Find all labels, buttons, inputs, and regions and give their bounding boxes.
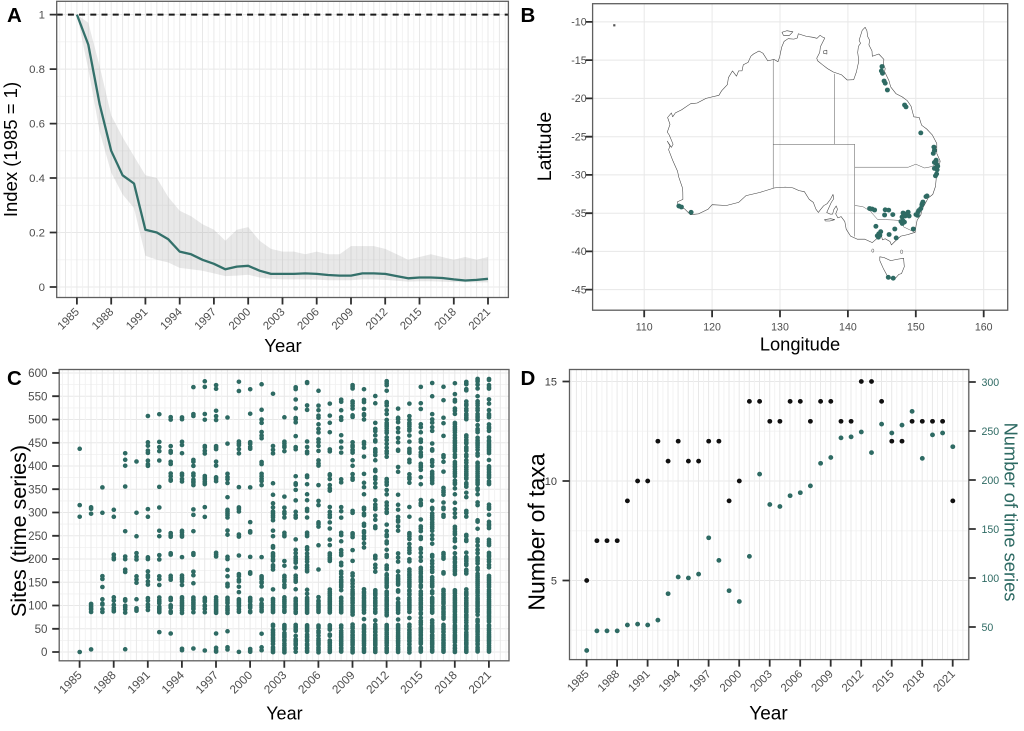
svg-text:110: 110 [636,322,653,334]
svg-text:0: 0 [41,646,47,659]
svg-text:50: 50 [982,622,994,634]
svg-text:-20: -20 [571,93,586,105]
svg-text:Longitude: Longitude [760,334,840,355]
svg-text:150: 150 [982,524,1000,536]
svg-text:150: 150 [907,322,925,334]
svg-text:B: B [521,4,536,27]
svg-text:5: 5 [551,576,557,588]
svg-text:250: 250 [28,530,47,543]
svg-text:Year: Year [749,704,788,725]
svg-text:-45: -45 [571,284,586,296]
svg-text:0.6: 0.6 [29,119,45,131]
svg-text:200: 200 [28,553,47,566]
svg-text:Sites (time series): Sites (time series) [7,445,31,617]
svg-text:300: 300 [982,377,1000,389]
svg-text:0.2: 0.2 [29,228,45,240]
svg-text:350: 350 [28,483,47,496]
svg-text:150: 150 [28,576,47,589]
svg-text:100: 100 [982,573,1000,585]
svg-text:-30: -30 [571,170,586,182]
svg-text:Number of taxa: Number of taxa [524,453,550,610]
svg-text:0.4: 0.4 [29,173,45,185]
svg-text:-10: -10 [571,17,586,29]
svg-text:160: 160 [975,322,993,334]
svg-text:400: 400 [28,460,47,473]
svg-text:100: 100 [28,600,47,613]
svg-text:500: 500 [28,414,47,427]
svg-text:140: 140 [839,322,857,334]
svg-text:C: C [7,367,22,390]
svg-text:Latitude: Latitude [534,112,556,181]
svg-text:130: 130 [771,322,789,334]
svg-text:-40: -40 [571,246,586,258]
svg-text:D: D [521,367,536,390]
svg-text:550: 550 [28,390,47,403]
svg-text:-25: -25 [571,132,586,144]
svg-text:Number of time series: Number of time series [1001,423,1022,602]
svg-text:Year: Year [264,335,301,356]
svg-text:15: 15 [545,377,557,389]
svg-text:-15: -15 [571,55,586,67]
svg-text:Index (1985 = 1): Index (1985 = 1) [0,82,21,217]
svg-text:300: 300 [28,507,47,520]
svg-text:250: 250 [982,426,1000,438]
svg-text:0: 0 [39,282,45,294]
svg-text:Year: Year [266,704,302,724]
svg-text:-35: -35 [571,208,586,220]
svg-text:450: 450 [28,437,47,450]
svg-text:10: 10 [545,476,557,488]
svg-text:A: A [7,4,22,27]
svg-text:0.8: 0.8 [29,64,45,76]
svg-text:50: 50 [35,623,48,636]
svg-text:1: 1 [39,10,45,22]
svg-text:600: 600 [28,367,47,380]
svg-text:200: 200 [982,475,1000,487]
svg-text:120: 120 [703,322,721,334]
